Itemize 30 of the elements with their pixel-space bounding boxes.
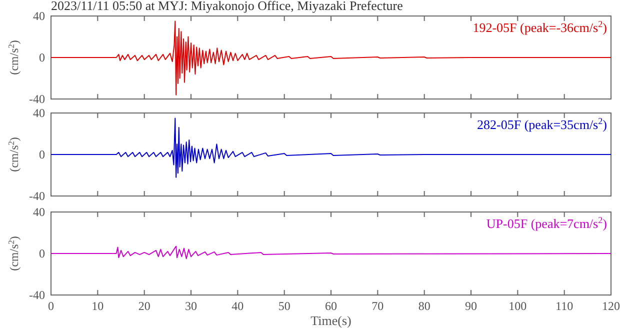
x-tick-label: 70 — [372, 299, 384, 313]
x-tick-label: 10 — [92, 299, 104, 313]
y-tick-label: 40 — [33, 9, 45, 23]
x-tick-label: 0 — [48, 299, 54, 313]
x-tick-label: 80 — [418, 299, 430, 313]
x-tick-label: 110 — [556, 299, 574, 313]
x-tick-label: 100 — [508, 299, 527, 313]
y-tick-label: 40 — [33, 106, 45, 120]
x-axis-title: Time(s) — [310, 313, 352, 328]
x-tick-label: 30 — [185, 299, 197, 313]
series-label: UP-05F (peak=7cm/s$^{2}$) — [486, 215, 607, 231]
y-tick-label: -40 — [29, 189, 45, 203]
x-tick-label: 50 — [278, 299, 290, 313]
line-series — [50, 20, 612, 96]
line-series — [50, 246, 612, 260]
x-tick-label: 40 — [232, 299, 244, 313]
y-tick-label: -40 — [29, 92, 45, 106]
x-tick-label: 20 — [138, 299, 150, 313]
y-tick-label: 0 — [39, 246, 45, 260]
y-tick-label: 0 — [39, 148, 45, 162]
x-tick-label: 90 — [465, 299, 477, 313]
x-tick-label: 120 — [602, 299, 620, 313]
y-tick-label: 40 — [33, 205, 45, 219]
y-tick-label: -40 — [29, 288, 45, 302]
line-series — [50, 118, 612, 178]
y-tick-label: 0 — [39, 50, 45, 64]
x-tick-label: 60 — [325, 299, 337, 313]
series-label: 192-05F (peak=-36cm/s$^{2}$) — [472, 19, 607, 35]
chart-title: 2023/11/11 05:50 at MYJ: Miyakonojo Office, Miyazaki Prefecture — [51, 0, 404, 13]
series-label: 282-05F (peak=35cm/s$^{2}$) — [477, 116, 607, 132]
